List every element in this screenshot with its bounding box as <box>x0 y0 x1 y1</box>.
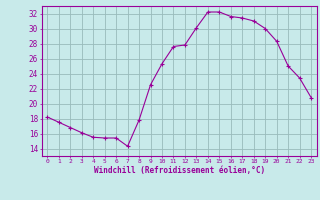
X-axis label: Windchill (Refroidissement éolien,°C): Windchill (Refroidissement éolien,°C) <box>94 166 265 175</box>
